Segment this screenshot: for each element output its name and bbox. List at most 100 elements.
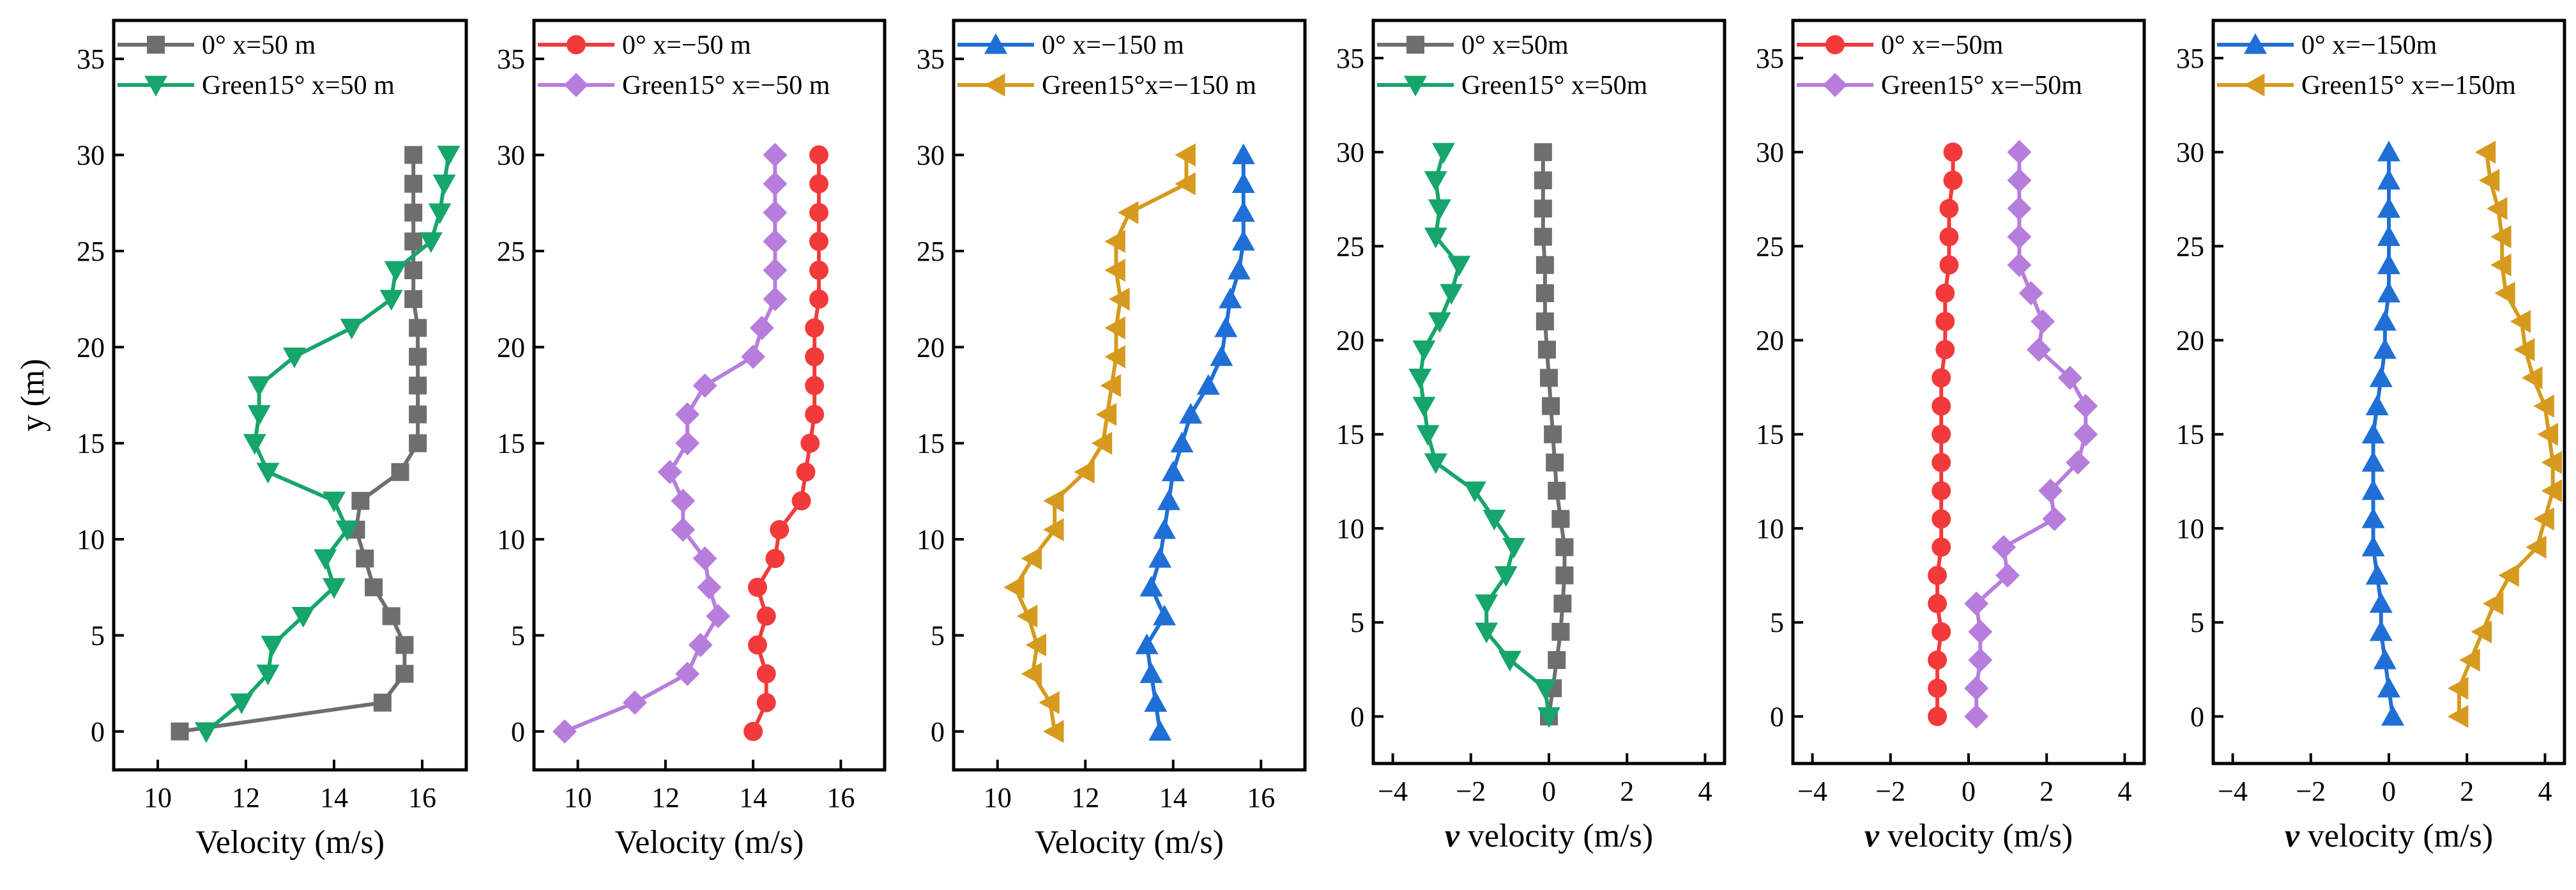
data-point: [2369, 592, 2393, 613]
x-tick-label: 10: [564, 782, 592, 813]
legend-entry: 0° x=50 m: [202, 31, 316, 60]
data-point: [1118, 201, 1139, 224]
data-point: [688, 633, 713, 657]
data-point: [428, 203, 452, 224]
data-point: [809, 145, 829, 165]
data-point: [2057, 365, 2082, 390]
series-2: [2448, 141, 2563, 728]
data-point: [553, 719, 577, 744]
data-point: [2361, 535, 2385, 556]
data-point: [1533, 679, 1557, 700]
legend-entry: 0° x=−50 m: [622, 31, 751, 60]
data-point: [1416, 425, 1440, 446]
data-point: [1548, 651, 1566, 670]
panel-5: −4 −2 0 2 4 0 5 10 15 20 25 30 35 v velocity (m/s) 0° …: [1756, 19, 2146, 854]
y-tick-label: 15: [497, 428, 525, 459]
y-tick-label: 20: [1756, 325, 1784, 357]
panel-2: 10 12 14 16 0 5 10 15 20 25 30 35 Velocity (m/s) 0° x…: [497, 19, 887, 861]
data-point: [1104, 345, 1125, 369]
data-point: [763, 287, 788, 312]
data-point: [1964, 704, 1989, 729]
data-point: [2007, 140, 2032, 165]
x-tick-label: 12: [232, 782, 260, 813]
y-axis-title: y (m): [15, 358, 51, 431]
y-tick-label: 15: [917, 428, 945, 459]
x-axis-title: Velocity (m/s): [1035, 824, 1224, 861]
data-point: [1968, 619, 1993, 644]
data-point: [2377, 169, 2400, 190]
data-point: [2487, 197, 2508, 220]
data-point: [1091, 431, 1113, 455]
data-point: [1553, 594, 1572, 613]
y-tick-label: 0: [511, 716, 525, 748]
x-tick-label: 16: [1247, 782, 1275, 813]
data-point: [1498, 650, 1521, 672]
data-point: [1932, 509, 1951, 529]
data-point: [1148, 719, 1172, 741]
data-point: [1943, 171, 1963, 190]
data-point: [2073, 394, 2098, 418]
data-point: [2448, 677, 2469, 700]
data-point: [1534, 199, 1552, 218]
data-point: [2377, 677, 2400, 698]
legend: 0° x=50 m Green15° x=50 m: [118, 31, 395, 100]
y-tick-label: 15: [2176, 419, 2204, 450]
data-point: [282, 347, 306, 369]
data-point: [2533, 394, 2554, 418]
data-point: [2073, 422, 2098, 447]
legend-entry: Green15° x=50 m: [202, 71, 395, 100]
data-point: [323, 578, 346, 599]
data-point: [2369, 366, 2393, 387]
data-point: [2459, 648, 2480, 672]
data-point: [1428, 312, 1451, 334]
data-point: [1196, 374, 1220, 395]
data-point: [1043, 489, 1064, 512]
data-point: [1992, 535, 2016, 560]
data-point: [675, 431, 700, 456]
data-point: [1555, 538, 1574, 556]
y-tick-label: 15: [1336, 419, 1364, 450]
y-tick-label: 0: [931, 716, 945, 748]
data-point: [404, 146, 423, 164]
y-tick-label: 15: [77, 428, 105, 459]
data-point: [1412, 397, 1436, 418]
x-tick-label: 12: [1071, 782, 1099, 813]
y-tick-label: 5: [931, 620, 945, 651]
data-point: [1968, 648, 1993, 673]
x-axis-title: v velocity (m/s): [1864, 818, 2073, 854]
data-point: [1153, 518, 1176, 539]
x-tick-label: −2: [2296, 776, 2326, 807]
data-point: [2510, 310, 2531, 334]
data-point: [2448, 705, 2469, 728]
data-point: [1043, 719, 1064, 743]
data-point: [1932, 622, 1951, 641]
data-point: [796, 462, 816, 482]
x-tick-label: 14: [739, 782, 767, 813]
legend-marker: [2244, 73, 2265, 96]
data-point: [809, 289, 829, 309]
y-tick-label: 10: [77, 524, 105, 555]
data-point: [291, 606, 315, 628]
legend-entry: Green15°x=−150 m: [1042, 71, 1256, 100]
y-tick-label: 10: [1756, 513, 1784, 544]
data-point: [2007, 196, 2032, 221]
data-point: [1536, 284, 1554, 302]
data-point: [1534, 171, 1552, 190]
data-point: [1928, 594, 1947, 613]
data-point: [805, 376, 825, 395]
data-point: [1139, 576, 1163, 597]
data-point: [763, 229, 788, 254]
y-tick-label: 10: [1336, 513, 1364, 544]
y-tick-label: 35: [1756, 43, 1784, 74]
x-tick-label: 14: [1159, 782, 1187, 813]
y-tick-label: 10: [497, 524, 525, 555]
data-point: [1551, 622, 1570, 641]
x-tick-label: 12: [652, 782, 680, 813]
data-point: [2038, 479, 2063, 503]
data-point: [671, 518, 696, 542]
plot-frame: [532, 19, 887, 772]
x-tick-label: −2: [1456, 776, 1486, 807]
data-point: [335, 520, 359, 542]
legend-entry: Green15° x=−50 m: [622, 71, 830, 100]
